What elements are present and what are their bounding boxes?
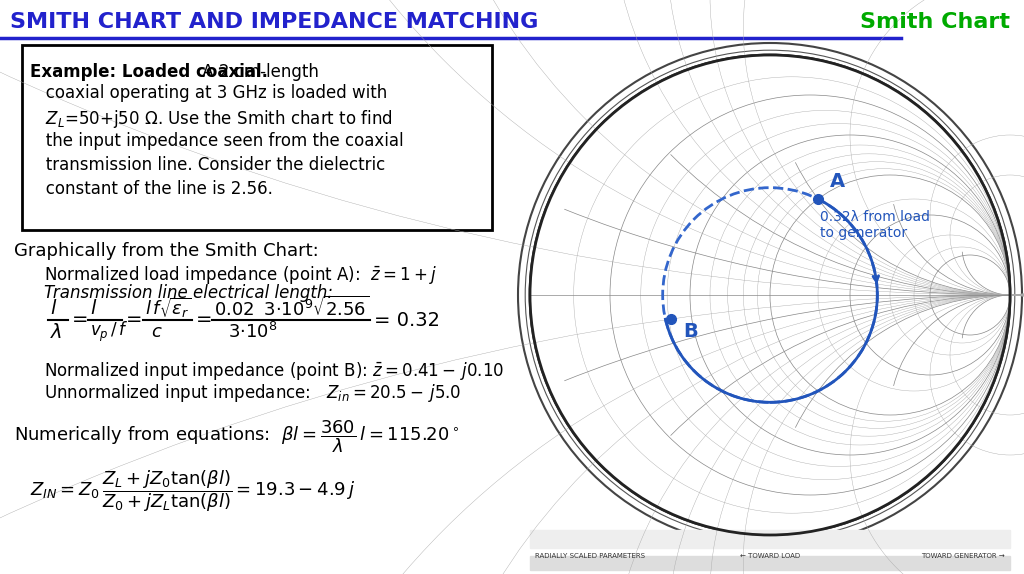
Text: $c$: $c$	[151, 323, 163, 341]
Text: constant of the line is 2.56.: constant of the line is 2.56.	[30, 180, 272, 198]
Text: A: A	[830, 172, 845, 191]
Text: TOWARD GENERATOR →: TOWARD GENERATOR →	[922, 553, 1005, 559]
Text: coaxial operating at 3 GHz is loaded with: coaxial operating at 3 GHz is loaded wit…	[30, 84, 387, 102]
Text: Transmission line electrical length:: Transmission line electrical length:	[44, 284, 333, 302]
Text: $l$: $l$	[50, 298, 57, 317]
Text: = 0.32: = 0.32	[374, 311, 440, 329]
Text: $Z_L$=50+j50 Ω. Use the Smith chart to find: $Z_L$=50+j50 Ω. Use the Smith chart to f…	[30, 108, 392, 130]
Text: 0.32λ from load
to generator: 0.32λ from load to generator	[820, 210, 930, 240]
Bar	[530, 556, 1010, 570]
Text: =: =	[72, 311, 88, 329]
Text: $l$: $l$	[90, 298, 97, 317]
Text: Normalized input impedance (point B): $\bar{z} = 0.41-\,j0.10$: Normalized input impedance (point B): $\…	[44, 360, 504, 382]
Text: $Z_{IN} = Z_0\,\dfrac{Z_L + jZ_0\tan(\beta l)}{Z_0 + jZ_L\tan(\beta l)} = 19.3-4: $Z_{IN} = Z_0\,\dfrac{Z_L + jZ_0\tan(\be…	[30, 468, 355, 514]
Bar	[530, 530, 1010, 548]
Text: Unnormalized input impedance:   $Z_{in} = 20.5-\,j5.0$: Unnormalized input impedance: $Z_{in} = …	[44, 382, 462, 404]
Text: Normalized load impedance (point A):  $\bar{z} = 1+ j$: Normalized load impedance (point A): $\b…	[44, 264, 437, 286]
Text: Smith Chart: Smith Chart	[860, 12, 1010, 32]
Text: ← TOWARD LOAD: ← TOWARD LOAD	[740, 553, 800, 559]
Text: $0.02\;\;3{\cdot}10^9\sqrt{2.56}$: $0.02\;\;3{\cdot}10^9\sqrt{2.56}$	[214, 296, 370, 320]
Text: $l\,f\sqrt{\varepsilon_r}$: $l\,f\sqrt{\varepsilon_r}$	[145, 296, 191, 320]
Text: =: =	[196, 311, 213, 329]
Text: $\lambda$: $\lambda$	[50, 323, 62, 342]
Circle shape	[530, 55, 1010, 535]
Text: B: B	[683, 322, 698, 341]
Text: RADIALLY SCALED PARAMETERS: RADIALLY SCALED PARAMETERS	[535, 553, 645, 559]
Text: A 2 cm-length: A 2 cm-length	[197, 63, 318, 81]
Text: the input impedance seen from the coaxial: the input impedance seen from the coaxia…	[30, 132, 403, 150]
Text: $v_p\,/\,f$: $v_p\,/\,f$	[90, 320, 129, 344]
Text: transmission line. Consider the dielectric: transmission line. Consider the dielectr…	[30, 156, 385, 174]
FancyBboxPatch shape	[22, 45, 492, 230]
Text: Numerically from equations:  $\beta l = \dfrac{360}{\lambda}\,l = 115.20^\circ$: Numerically from equations: $\beta l = \…	[14, 418, 459, 455]
Text: =: =	[126, 311, 142, 329]
Text: Example: Loaded coaxial.: Example: Loaded coaxial.	[30, 63, 268, 81]
Text: $3{\cdot}10^8$: $3{\cdot}10^8$	[228, 322, 278, 342]
Text: SMITH CHART AND IMPEDANCE MATCHING: SMITH CHART AND IMPEDANCE MATCHING	[10, 12, 539, 32]
Text: Graphically from the Smith Chart:: Graphically from the Smith Chart:	[14, 242, 318, 260]
